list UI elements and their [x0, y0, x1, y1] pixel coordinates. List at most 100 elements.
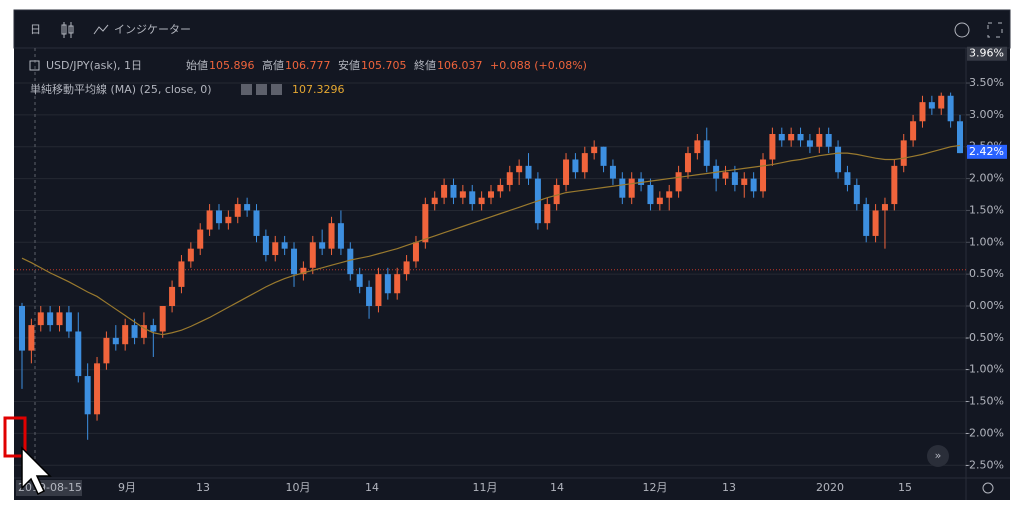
- candle-body: [703, 140, 710, 166]
- top-marker-label: 3.96%: [969, 47, 1004, 60]
- x-tick-label: 9月: [118, 481, 136, 494]
- candle-body: [684, 153, 691, 173]
- ma-remove-button[interactable]: [271, 84, 282, 95]
- y-tick-label: 3.00%: [969, 108, 1004, 121]
- high-label: 高値: [262, 58, 284, 72]
- indicator-button[interactable]: インジケーター: [114, 23, 191, 36]
- last-marker-label: 2.42%: [969, 145, 1004, 158]
- candle-body: [694, 140, 701, 154]
- candle-body: [891, 165, 898, 205]
- candle-body: [94, 363, 101, 415]
- x-tick-label: 12月: [643, 481, 668, 494]
- last-marker-box: [967, 144, 1007, 159]
- candle-body: [159, 306, 166, 332]
- low-value: 105.705: [361, 59, 407, 72]
- candle-body: [431, 197, 438, 205]
- toolbar: [13, 9, 1011, 49]
- candle-body: [84, 376, 91, 415]
- close-label: 終値: [414, 58, 436, 72]
- fullscreen-icon[interactable]: [987, 22, 1003, 38]
- candle-body: [178, 261, 185, 287]
- candle-body: [910, 121, 917, 141]
- period-button[interactable]: 日: [30, 23, 41, 36]
- candle-body: [516, 165, 523, 173]
- ma-settings-button[interactable]: [256, 84, 267, 95]
- candle-body: [881, 204, 888, 211]
- candle-body: [441, 184, 448, 198]
- close-value: 106.037: [437, 59, 483, 72]
- candle-body: [131, 325, 138, 338]
- candle-body: [347, 248, 354, 275]
- ma-name: 単純移動平均線 (MA) (25, close, 0): [30, 82, 212, 96]
- candle-body: [872, 210, 879, 236]
- x-tick-label: 10月: [286, 481, 311, 494]
- candle-body: [281, 242, 288, 249]
- candle-body: [553, 184, 560, 205]
- plot: 3.50%3.00%2.50%2.00%1.50%1.00%0.50%0.00%…: [14, 46, 1007, 496]
- y-tick-label: -2.50%: [965, 458, 1004, 471]
- candle-body: [384, 274, 391, 294]
- candle-body: [928, 102, 935, 109]
- ma-value: 107.3296: [292, 83, 345, 96]
- y-tick-label: -1.00%: [965, 363, 1004, 376]
- y-tick-label: 0.00%: [969, 299, 1004, 312]
- x-tick-label: 2020: [816, 481, 844, 494]
- candle-body: [844, 172, 851, 185]
- candle-body: [853, 184, 860, 205]
- candle-body: [422, 204, 429, 243]
- candle-body: [150, 325, 157, 332]
- y-tick-label: -0.50%: [965, 331, 1004, 344]
- candle-body: [778, 134, 785, 141]
- candle-body: [122, 325, 129, 345]
- candle-body: [675, 172, 682, 192]
- candle-body: [600, 146, 607, 166]
- candle-body: [769, 134, 776, 160]
- candle-body: [506, 172, 513, 185]
- candle-body: [900, 140, 907, 166]
- candle-body: [544, 204, 551, 224]
- candle-body: [835, 146, 842, 173]
- candle-body: [291, 248, 298, 275]
- y-tick-label: 1.00%: [969, 235, 1004, 248]
- y-tick-label: 0.50%: [969, 267, 1004, 280]
- candle-body: [788, 134, 795, 141]
- candle-body: [525, 165, 532, 179]
- x-label-box: [16, 480, 82, 496]
- candle-body: [225, 216, 232, 224]
- x-tick-label: 15: [898, 481, 912, 494]
- candle-body: [919, 102, 926, 122]
- y-tick-label: -1.50%: [965, 395, 1004, 408]
- candle-body: [750, 178, 757, 192]
- candle-body: [638, 178, 645, 185]
- candle-body: [609, 165, 616, 179]
- candle-body: [37, 312, 44, 326]
- candle-body: [938, 95, 945, 109]
- candle-body: [394, 274, 401, 294]
- indicator-icon[interactable]: [93, 24, 109, 35]
- candle-body: [647, 184, 654, 205]
- candle-icon[interactable]: [61, 22, 74, 38]
- axis-settings-icon[interactable]: [982, 482, 994, 494]
- ma-eye-button[interactable]: [241, 84, 252, 95]
- candle-body: [478, 197, 485, 205]
- open-label: 始値: [186, 58, 208, 72]
- candle-body: [169, 286, 176, 306]
- y-tick-label: 2.00%: [969, 172, 1004, 185]
- legend: USD/JPY(ask), 1日 始値 105.896 高値 106.777 安…: [29, 58, 587, 96]
- candle-body: [328, 223, 335, 249]
- candle-body: [816, 134, 823, 147]
- candle-body: [375, 274, 382, 306]
- scroll-right-icon[interactable]: »: [935, 449, 942, 462]
- moving-average: [21, 144, 961, 336]
- scroll-right-button[interactable]: [927, 445, 949, 467]
- y-tick-label: 1.50%: [969, 203, 1004, 216]
- candle-body: [319, 242, 326, 249]
- candle-body: [581, 153, 588, 173]
- candle-body: [741, 178, 748, 185]
- candle-body: [187, 248, 194, 262]
- candle-body: [863, 204, 870, 236]
- settings-icon[interactable]: [954, 22, 970, 38]
- candle-body: [825, 134, 832, 147]
- candle-body: [244, 204, 251, 211]
